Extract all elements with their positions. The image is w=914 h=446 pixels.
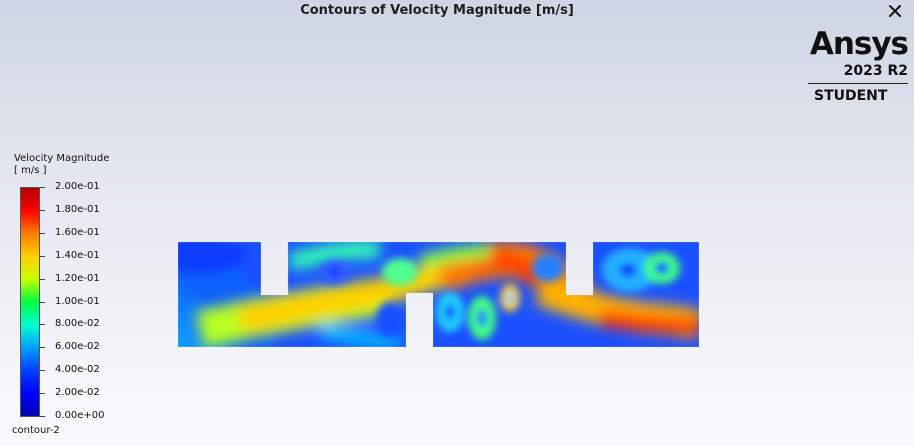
colorbar-tick bbox=[40, 187, 45, 188]
colorbar-tick-label: 2.00e-02 bbox=[55, 387, 100, 399]
colorbar-tick-label: 1.40e-01 bbox=[55, 249, 100, 261]
colorbar-tick bbox=[40, 393, 45, 395]
colorbar-tick bbox=[40, 347, 45, 349]
colorbar-tick-label: 0.00e+00 bbox=[55, 410, 105, 421]
colorbar-tick bbox=[40, 278, 45, 280]
brand-logo: Ansys 2023 R2 STUDENT bbox=[808, 26, 909, 108]
colorbar-tick bbox=[40, 301, 45, 303]
colorbar-tick bbox=[40, 209, 45, 211]
close-icon bbox=[889, 5, 901, 17]
brand-name: Ansys bbox=[809, 26, 909, 62]
colorbar-tick-label: 8.00e-02 bbox=[55, 318, 100, 330]
colorbar-tick-label: 1.00e-01 bbox=[55, 295, 100, 307]
colorbar-tick bbox=[40, 255, 45, 257]
colorbar-tick-label: 1.80e-01 bbox=[55, 203, 100, 215]
colorbar-tick bbox=[40, 370, 45, 372]
colorbar-tick-label: 1.20e-01 bbox=[55, 272, 100, 284]
close-button[interactable] bbox=[884, 1, 906, 21]
colorbar-tick bbox=[40, 324, 45, 326]
brand-edition: STUDENT bbox=[814, 88, 888, 104]
colorbar-tick-label: 2.00e-01 bbox=[55, 181, 100, 192]
legend-title: Velocity Magnitude bbox=[14, 153, 110, 164]
legend-unit: [ m/s ] bbox=[14, 165, 47, 176]
colorbar-tick bbox=[40, 232, 45, 234]
contour-field bbox=[178, 242, 699, 347]
colorbar-tick-label: 4.00e-02 bbox=[55, 364, 100, 376]
colorbar-tick bbox=[40, 416, 45, 417]
brand-divider bbox=[808, 83, 908, 84]
window-title: Contours of Velocity Magnitude [m/s] bbox=[300, 3, 574, 18]
brand-version: 2023 R2 bbox=[843, 63, 908, 79]
colorbar-tick-label: 1.60e-01 bbox=[55, 226, 100, 238]
contour-name: contour-2 bbox=[12, 425, 60, 436]
colorbar-tick-label: 6.00e-02 bbox=[55, 341, 100, 353]
legend-colorbar bbox=[20, 187, 40, 417]
